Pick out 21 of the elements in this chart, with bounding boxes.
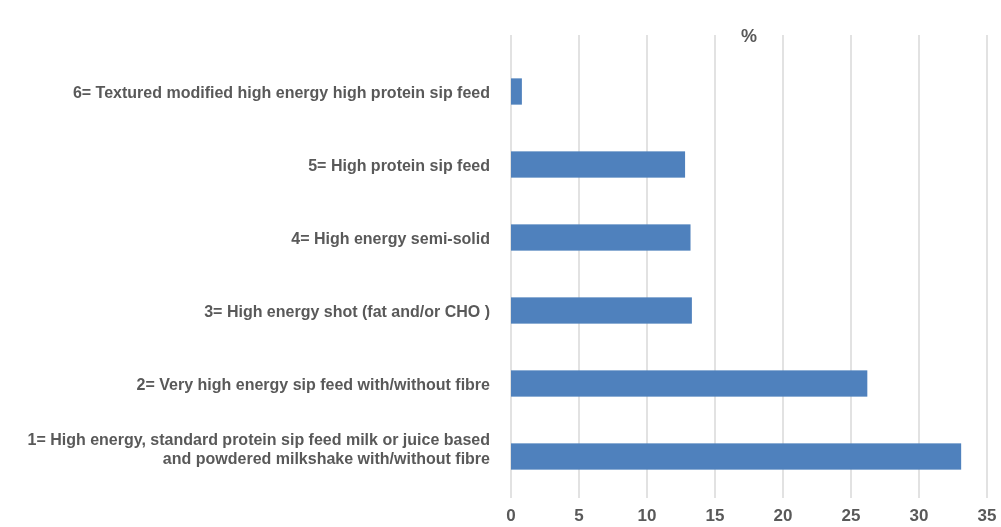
x-tick-label: 35 [977,506,997,525]
y-tick-label: 3= High energy shot (fat and/or CHO ) [204,302,490,320]
bar [511,151,686,178]
bar [511,78,522,105]
bar [511,224,691,251]
x-tick-label: 25 [841,506,861,525]
x-tick-label: 30 [909,506,929,525]
bar [511,370,868,397]
y-tick-label: 1= High energy, standard protein sip feed milk or juice based and powdered milkshake with/without fibre [27,431,491,467]
chart-title: % [740,26,758,46]
bar [511,443,962,470]
y-tick-label: 2= Very high energy sip feed with/without fibre [136,375,491,393]
x-tick-label: 15 [705,506,725,525]
x-tick-label: 5 [574,506,584,525]
x-tick-label: 10 [637,506,657,525]
y-tick-label: 5= High protein sip feed [308,156,490,174]
x-tick-label: 0 [506,506,516,525]
y-tick-label: 6= Textured modified high energy high protein sip feed [72,83,490,101]
y-tick-label: 4= High energy semi-solid [291,229,490,247]
x-tick-label: 20 [773,506,793,525]
bar [511,297,692,324]
